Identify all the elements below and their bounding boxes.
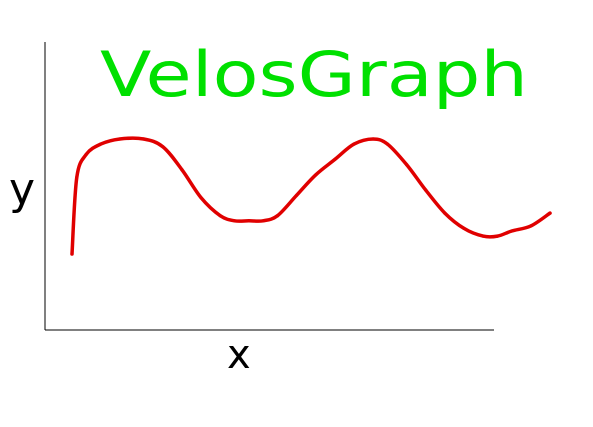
series-point xyxy=(276,214,279,217)
series-point xyxy=(118,137,121,140)
series-point xyxy=(529,224,532,227)
series-point xyxy=(161,145,164,148)
series-layer xyxy=(70,137,551,255)
series-point xyxy=(443,212,446,215)
series-point xyxy=(386,143,389,146)
series-point xyxy=(180,168,183,171)
series-point xyxy=(352,143,355,146)
series-point xyxy=(200,196,203,199)
series-point xyxy=(462,227,465,230)
series-point xyxy=(314,173,317,176)
x-axis-label: x xyxy=(227,332,251,378)
series-point xyxy=(482,235,485,238)
series-point xyxy=(510,229,513,232)
series-point xyxy=(85,153,88,156)
series-point xyxy=(233,219,236,222)
series-point xyxy=(333,158,336,161)
series-point xyxy=(405,163,408,166)
series-point xyxy=(372,137,375,140)
series-point xyxy=(99,143,102,146)
series-point xyxy=(295,194,298,197)
series-point xyxy=(262,219,265,222)
series-point xyxy=(219,214,222,217)
y-axis-label: y xyxy=(9,164,35,215)
chart-title: VelosGraph xyxy=(100,38,528,111)
series-point xyxy=(247,219,250,222)
series-line xyxy=(72,138,550,254)
series-point xyxy=(75,176,78,179)
series-point xyxy=(142,137,145,140)
series-point xyxy=(70,252,73,255)
series-point xyxy=(548,212,551,215)
series-point xyxy=(496,235,499,238)
series-point xyxy=(424,189,427,192)
